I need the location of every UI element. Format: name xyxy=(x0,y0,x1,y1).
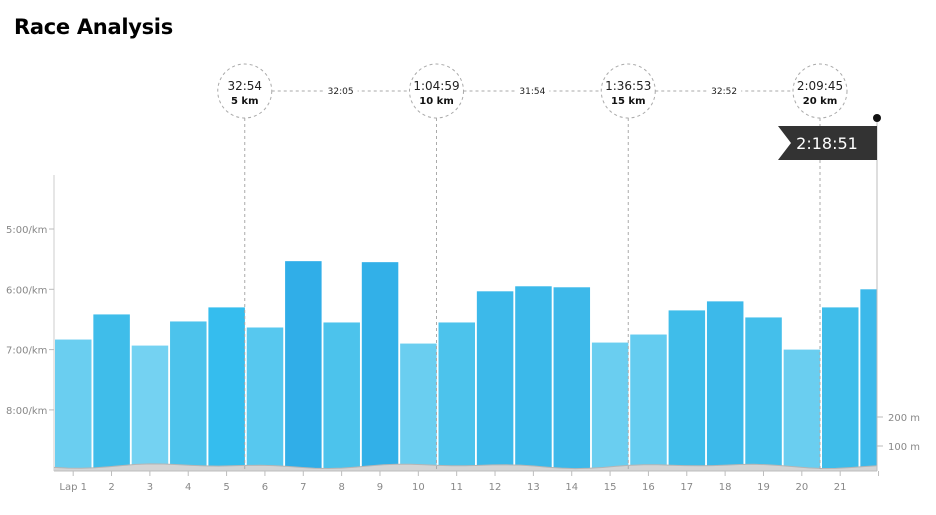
pace-bar xyxy=(630,334,667,471)
pace-bar xyxy=(170,321,207,471)
split-marker xyxy=(792,63,848,119)
split-time-label: 32:54 xyxy=(227,79,262,93)
pace-bar xyxy=(860,289,877,471)
y-tick-label: 7:00/km xyxy=(6,346,47,357)
segment-time-label: 32:05 xyxy=(328,87,354,97)
pace-bar xyxy=(285,261,322,471)
segment-time-label: 32:52 xyxy=(711,87,737,97)
x-tick-label: 11 xyxy=(450,482,463,493)
segment-label-bg xyxy=(515,84,550,98)
pace-bar xyxy=(783,349,821,471)
pace-bar xyxy=(323,322,360,471)
split-distance-label: 15 km xyxy=(611,96,645,107)
elevation-tick-label: 100 m xyxy=(888,442,920,453)
pace-bar xyxy=(131,345,169,471)
split-marker xyxy=(409,63,464,119)
pace-bar xyxy=(246,327,284,471)
x-tick-label: 19 xyxy=(757,482,770,493)
x-tick-label: 18 xyxy=(719,482,732,493)
split-marker xyxy=(217,63,273,119)
split-marker xyxy=(600,63,656,119)
x-tick-label: 20 xyxy=(795,482,808,493)
split-time-label: 1:04:59 xyxy=(413,79,459,93)
segment-label-bg xyxy=(707,84,742,98)
pace-bar xyxy=(553,287,591,471)
pace-bar xyxy=(822,307,859,471)
split-distance-label: 20 km xyxy=(803,96,837,107)
page-title: Race Analysis xyxy=(14,15,173,39)
elevation-line xyxy=(53,463,878,470)
y-tick-label: 6:00/km xyxy=(6,285,47,296)
x-tick-label: 4 xyxy=(185,482,191,493)
pace-bar xyxy=(515,286,552,471)
pace-bar xyxy=(361,262,399,471)
pace-bar xyxy=(93,314,130,471)
finish-time-label: 2:18:51 xyxy=(796,134,858,153)
x-tick-label: 9 xyxy=(377,482,383,493)
x-tick-label: 8 xyxy=(338,482,344,493)
x-tick-label: 12 xyxy=(489,482,502,493)
x-tick-label: 17 xyxy=(680,482,693,493)
x-tick-label: 21 xyxy=(834,482,847,493)
x-tick-label: 7 xyxy=(300,482,306,493)
y-tick-label: 8:00/km xyxy=(6,406,47,417)
split-time-label: 1:36:53 xyxy=(605,79,651,93)
split-distance-label: 10 km xyxy=(419,96,453,107)
pace-bar xyxy=(668,310,706,471)
x-tick-label: Lap 1 xyxy=(59,482,87,493)
segment-time-label: 31:54 xyxy=(519,87,545,97)
x-tick-label: 13 xyxy=(527,482,540,493)
pace-bar xyxy=(476,291,514,471)
finish-flag-icon xyxy=(778,126,877,160)
pace-bar xyxy=(55,339,92,471)
y-tick-label: 5:00/km xyxy=(6,225,47,236)
x-tick-label: 5 xyxy=(223,482,229,493)
pace-bar xyxy=(400,343,437,471)
x-tick-label: 16 xyxy=(642,482,655,493)
x-tick-label: 6 xyxy=(262,482,268,493)
pace-bar xyxy=(745,317,782,471)
x-tick-label: 14 xyxy=(565,482,578,493)
finish-pin-icon xyxy=(873,114,881,122)
elevation-tick-label: 200 m xyxy=(888,413,920,424)
split-distance-label: 5 km xyxy=(231,96,259,107)
x-tick-label: 10 xyxy=(412,482,425,493)
x-tick-label: 15 xyxy=(604,482,617,493)
pace-bar xyxy=(706,301,744,471)
split-time-label: 2:09:45 xyxy=(797,79,843,93)
pace-bar xyxy=(438,322,475,471)
x-tick-label: 3 xyxy=(147,482,153,493)
x-tick-label: 2 xyxy=(108,482,114,493)
pace-bar xyxy=(208,307,245,471)
segment-label-bg xyxy=(323,84,358,98)
pace-bar xyxy=(591,342,629,471)
